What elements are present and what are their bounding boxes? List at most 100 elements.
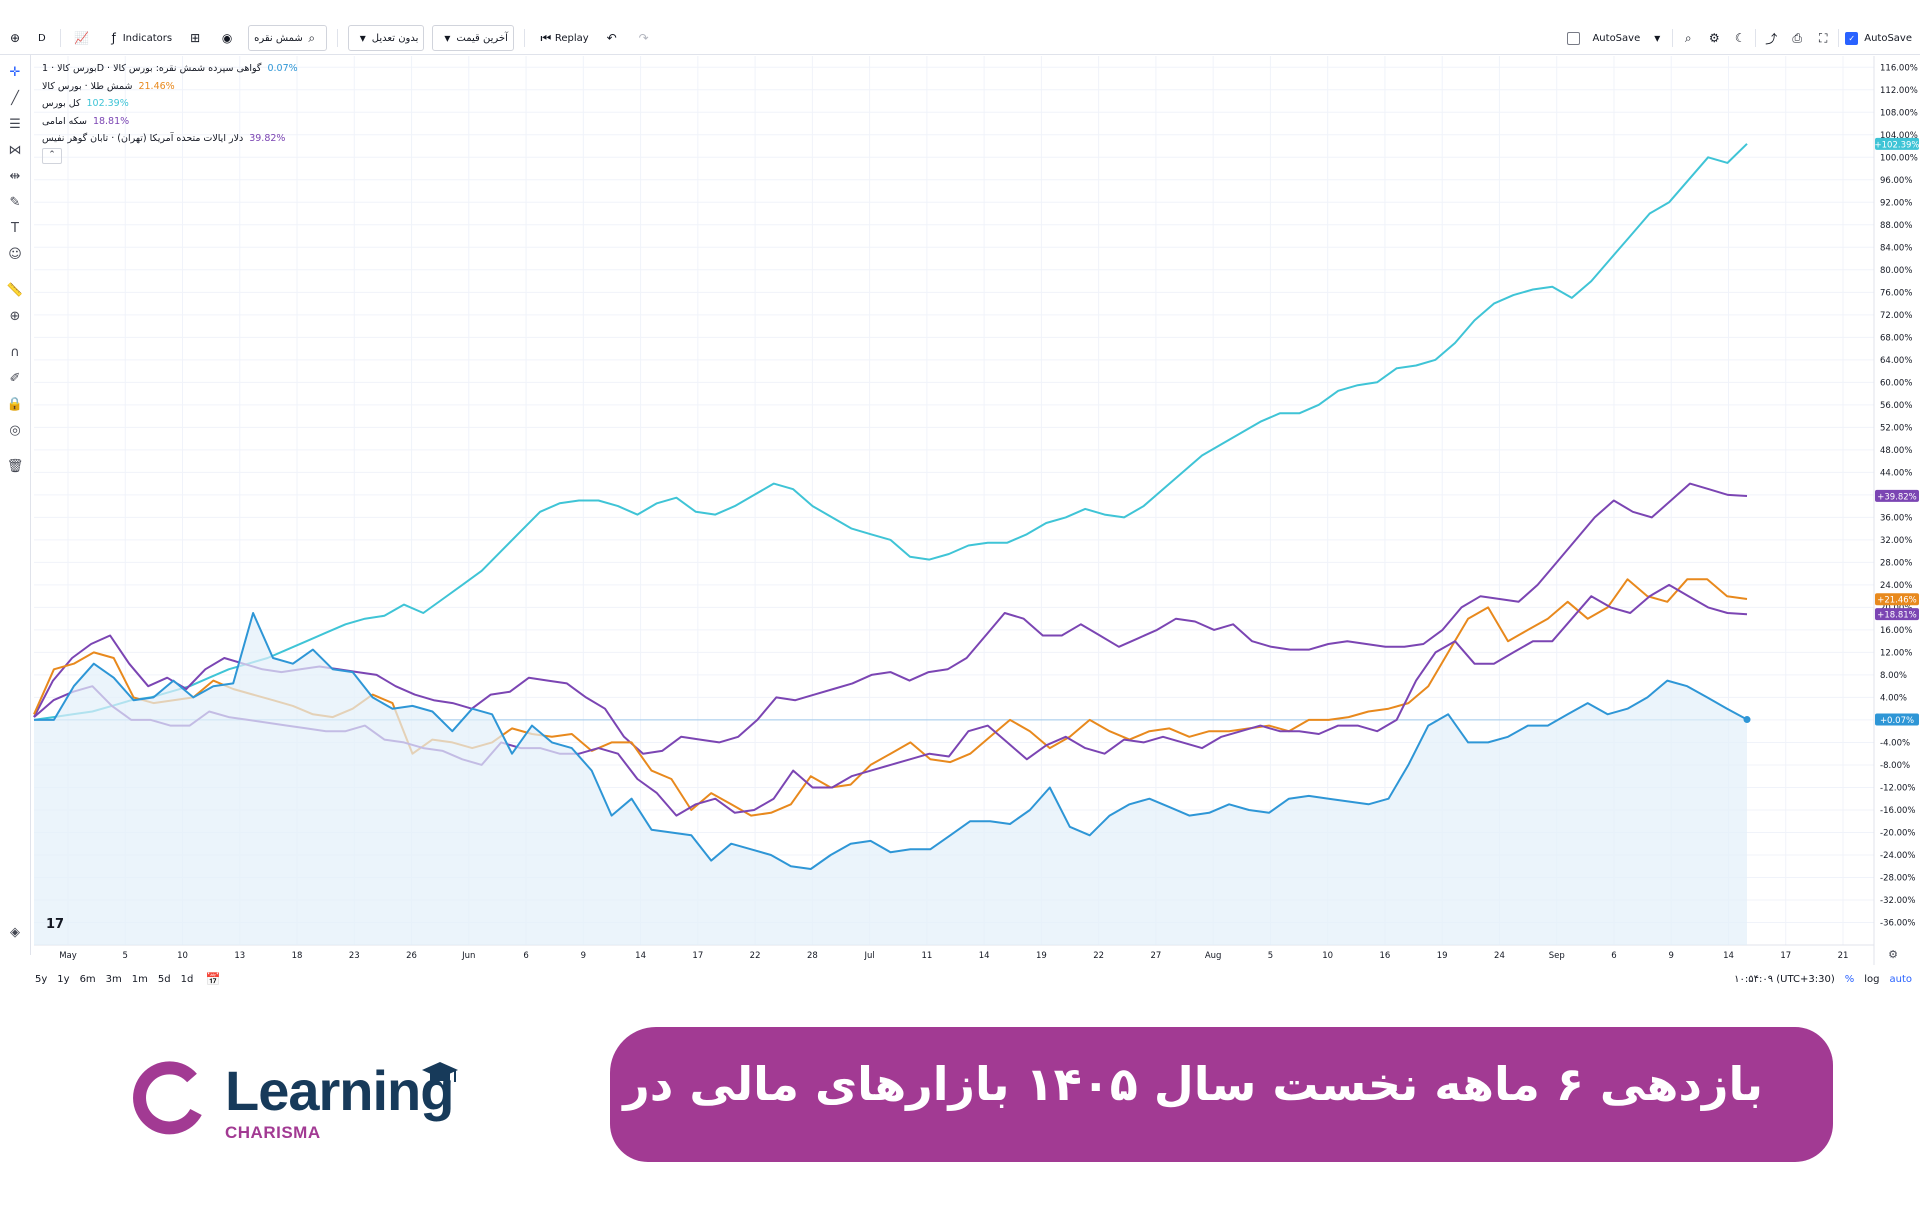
last-value-badge xyxy=(1875,137,1919,150)
interval-button[interactable]: D xyxy=(38,32,46,44)
x-tick-label: 11 xyxy=(921,951,932,961)
y-tick-label: 24.00% xyxy=(1880,581,1912,591)
settings-icon[interactable]: ⚙ xyxy=(1708,31,1720,45)
pattern-icon[interactable]: ⋈ xyxy=(8,142,22,158)
share-icon[interactable]: ⤴ xyxy=(1765,31,1778,46)
text-icon[interactable]: T xyxy=(11,220,19,236)
range-1m-button[interactable]: 1m xyxy=(131,973,148,985)
last-value-label: +0.07% xyxy=(1880,716,1914,726)
brush-icon[interactable]: ✎ xyxy=(9,194,21,210)
legend-item[interactable]: سکه امامی 18.81% xyxy=(42,113,298,131)
last-value-label: +21.46% xyxy=(1877,596,1917,606)
x-tick-label: 5 xyxy=(123,951,128,961)
visibility-button[interactable]: ◉ xyxy=(212,26,242,50)
x-tick-label: 17 xyxy=(692,951,703,961)
range-1y-button[interactable]: 1y xyxy=(57,973,70,985)
toolbar-right: AutoSave ▾ ⌕ ⚙ ☾ ⤴ ⎙ ⛶ ✓ AutoSave xyxy=(1567,22,1912,54)
emoji-icon[interactable]: ☺ xyxy=(8,246,22,262)
layouts-button[interactable]: ⊞ xyxy=(180,26,210,50)
percent-toggle[interactable]: % xyxy=(1844,973,1855,985)
quick-search-icon[interactable]: ⌕ xyxy=(1684,30,1692,45)
legend-main-title: بورس کالا · 1D · گواهی سپرده شمش نقره: ب… xyxy=(42,63,262,74)
range-5y-button[interactable]: 5y xyxy=(35,973,48,985)
y-tick-label: 36.00% xyxy=(1880,513,1912,523)
chart-legend: بورس کالا · 1D · گواهی سپرده شمش نقره: ب… xyxy=(42,60,298,148)
autosave-checkbox[interactable] xyxy=(1567,31,1581,45)
forecast-icon[interactable]: ⇹ xyxy=(9,168,21,184)
lock-drawing-icon[interactable]: ✐ xyxy=(9,370,21,386)
adjustment-dropdown[interactable]: ▾ بدون تعدیل xyxy=(347,25,425,51)
redo-icon: ↷ xyxy=(638,31,649,45)
range-5d-button[interactable]: 5d xyxy=(157,973,171,985)
y-tick-label: 32.00% xyxy=(1880,536,1912,546)
fib-retracement-icon[interactable]: ☰ xyxy=(9,116,21,132)
search-compare-icon: ⌕ xyxy=(308,30,316,45)
fullscreen-icon[interactable]: ⛶ xyxy=(1819,30,1828,45)
logo-c-mark xyxy=(133,1061,202,1135)
hide-icon[interactable]: ◎ xyxy=(9,422,21,438)
price-source-dropdown[interactable]: ▾ آخرین قیمت xyxy=(432,25,514,51)
x-tick-label: 6 xyxy=(1611,951,1616,961)
legend-main-value: 0.07% xyxy=(267,63,298,74)
x-tick-label: 17 xyxy=(1780,951,1791,961)
range-1d-button[interactable]: 1d xyxy=(180,973,194,985)
legend-item[interactable]: دلار ایالات متحده آمریکا (تهران) · تابان… xyxy=(42,130,298,148)
trend-line-icon[interactable]: ╱ xyxy=(11,90,19,106)
log-toggle[interactable]: log xyxy=(1864,973,1880,985)
calendar-icon[interactable]: 📅 xyxy=(205,972,221,986)
autosave-right-label: AutoSave xyxy=(1864,32,1912,44)
y-tick-label: 112.00% xyxy=(1880,86,1918,96)
y-tick-label: -36.00% xyxy=(1880,918,1915,928)
series-line xyxy=(33,143,1748,721)
moon-icon[interactable]: ☾ xyxy=(1734,31,1746,45)
y-tick-label: -12.00% xyxy=(1880,783,1915,793)
replay-button[interactable]: ⏮ Replay xyxy=(531,26,595,50)
y-tick-label: -16.00% xyxy=(1880,806,1915,816)
legend-item[interactable]: کل بورس 102.39% xyxy=(42,95,298,113)
y-tick-label: -32.00% xyxy=(1880,896,1915,906)
range-6m-button[interactable]: 6m xyxy=(79,973,96,985)
add-symbol-button[interactable]: ⊕ xyxy=(0,26,30,50)
legend-item-name: کل بورس xyxy=(42,98,81,109)
y-tick-label: 88.00% xyxy=(1880,221,1912,231)
ruler-icon[interactable]: 📏 xyxy=(6,282,24,298)
y-tick-label: 80.00% xyxy=(1880,266,1912,276)
y-tick-label: 12.00% xyxy=(1880,648,1912,658)
autosave-label: AutoSave xyxy=(1592,32,1641,44)
bottom-toolbar: 5y 1y 6m 3m 1m 5d 1d 📅 ۱۰:۵۴:۰۹ (UTC+3:3… xyxy=(30,968,1920,990)
indicators-button[interactable]: ƒ Indicators xyxy=(99,26,178,50)
compare-symbol-button[interactable]: شمش نقره ⌕ xyxy=(248,25,327,51)
legend-item-value: 18.81% xyxy=(92,115,130,127)
y-tick-label: 84.00% xyxy=(1880,243,1912,253)
logo-subtitle: CHARISMA xyxy=(225,1123,321,1142)
chevron-down-icon[interactable]: ▾ xyxy=(1654,31,1661,45)
x-tick-label: Sep xyxy=(1549,951,1565,961)
series-area-fill xyxy=(34,613,1747,945)
last-value-badge xyxy=(1875,593,1919,606)
legend-collapse-button[interactable]: ⌃ xyxy=(42,148,62,164)
range-3m-button[interactable]: 3m xyxy=(105,973,122,985)
replay-label: Replay xyxy=(554,32,589,44)
logo-word: Learning xyxy=(225,1059,454,1122)
auto-toggle[interactable]: auto xyxy=(1889,973,1912,985)
undo-button[interactable]: ↶ xyxy=(597,26,627,50)
graduation-cap-icon xyxy=(422,1062,458,1082)
magnet-icon[interactable]: ∩ xyxy=(10,344,20,360)
fx-icon: ƒ xyxy=(111,31,116,45)
y-tick-label: 28.00% xyxy=(1880,558,1912,568)
y-tick-label: 76.00% xyxy=(1880,288,1912,298)
y-tick-label: 48.00% xyxy=(1880,446,1912,456)
legend-item-name: سکه امامی xyxy=(42,115,87,127)
chart-type-button[interactable]: 📈 xyxy=(67,26,97,50)
trash-icon[interactable]: 🗑 xyxy=(6,458,24,474)
legend-item[interactable]: شمش طلا · بورس کالا 21.46% xyxy=(42,78,298,96)
redo-button[interactable]: ↷ xyxy=(629,26,659,50)
price-chart[interactable]: 116.00%112.00%108.00%104.00%100.00%96.00… xyxy=(0,0,1920,968)
crosshair-icon[interactable]: ✛ xyxy=(9,64,21,80)
zoom-in-icon[interactable]: ⊕ xyxy=(9,308,21,324)
snapshot-icon[interactable]: ⎙ xyxy=(1792,30,1803,45)
layers-icon[interactable]: ◈ xyxy=(10,924,20,940)
autosave-right-checkbox[interactable]: ✓ xyxy=(1845,31,1859,45)
y-tick-label: 60.00% xyxy=(1880,378,1912,388)
lock-icon[interactable]: 🔒 xyxy=(6,396,24,412)
